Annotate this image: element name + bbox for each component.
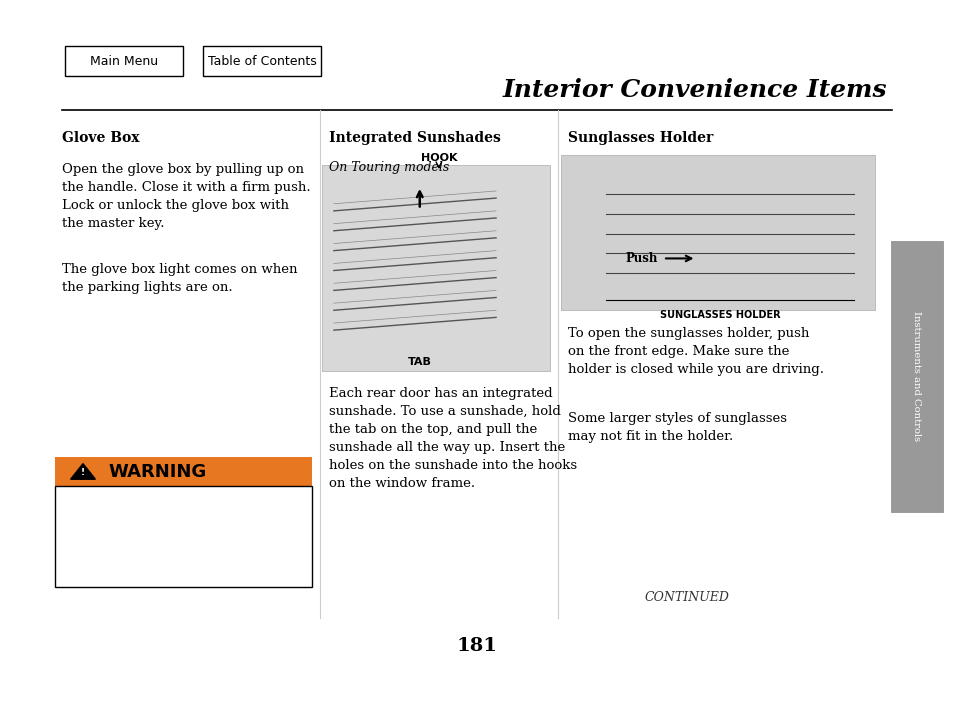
FancyBboxPatch shape — [890, 241, 942, 512]
Text: !: ! — [81, 469, 85, 477]
Text: Sunglasses Holder: Sunglasses Holder — [567, 131, 712, 146]
Text: Interior Convenience Items: Interior Convenience Items — [502, 77, 886, 102]
Text: 181: 181 — [456, 637, 497, 655]
FancyBboxPatch shape — [203, 46, 321, 76]
Polygon shape — [71, 464, 95, 479]
Text: On Touring models: On Touring models — [329, 161, 449, 174]
FancyBboxPatch shape — [560, 155, 874, 310]
FancyBboxPatch shape — [55, 457, 312, 488]
Text: To open the sunglasses holder, push
on the front edge. Make sure the
holder is c: To open the sunglasses holder, push on t… — [567, 327, 822, 376]
Text: Table of Contents: Table of Contents — [208, 55, 316, 67]
FancyBboxPatch shape — [55, 486, 312, 587]
Text: SUNGLASSES HOLDER: SUNGLASSES HOLDER — [659, 310, 780, 320]
Text: TAB: TAB — [407, 357, 432, 367]
Text: Glove Box: Glove Box — [62, 131, 139, 146]
Text: Integrated Sunshades: Integrated Sunshades — [329, 131, 500, 146]
Text: WARNING: WARNING — [109, 463, 206, 481]
Text: Push: Push — [625, 252, 658, 265]
FancyBboxPatch shape — [322, 165, 550, 371]
Text: CONTINUED: CONTINUED — [644, 591, 728, 604]
FancyBboxPatch shape — [65, 46, 183, 76]
Text: Each rear door has an integrated
sunshade. To use a sunshade, hold
the tab on th: Each rear door has an integrated sunshad… — [329, 387, 577, 490]
Text: The glove box light comes on when
the parking lights are on.: The glove box light comes on when the pa… — [62, 263, 297, 294]
Text: Main Menu: Main Menu — [90, 55, 158, 67]
Text: Open the glove box by pulling up on
the handle. Close it with a firm push.
Lock : Open the glove box by pulling up on the … — [62, 163, 311, 230]
Text: Instruments and Controls: Instruments and Controls — [911, 311, 921, 442]
Text: HOOK: HOOK — [420, 153, 456, 163]
Text: Some larger styles of sunglasses
may not fit in the holder.: Some larger styles of sunglasses may not… — [567, 412, 786, 443]
